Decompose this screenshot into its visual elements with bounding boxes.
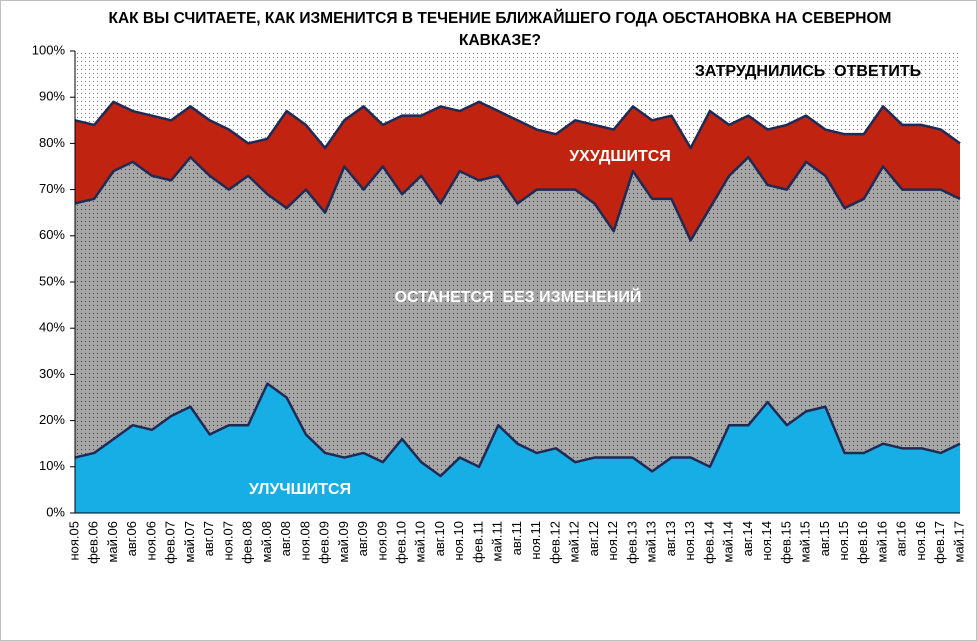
x-tick-label: фев.15: [778, 521, 793, 564]
x-tick-label: май.12: [567, 521, 582, 563]
x-tick-label: фев.08: [240, 521, 255, 564]
x-tick-label: ноя.13: [682, 521, 697, 561]
y-tick-label: 100%: [32, 42, 66, 57]
y-tick-label: 30%: [39, 366, 65, 381]
y-tick-label: 40%: [39, 320, 65, 335]
x-tick-label: ноя.09: [374, 521, 389, 561]
x-tick-label: ноя.07: [220, 521, 235, 561]
x-tick-label: фев.11: [470, 521, 485, 563]
x-tick-label: фев.07: [163, 521, 178, 564]
x-tick-label: май.16: [874, 521, 889, 563]
y-tick-label: 20%: [39, 412, 65, 427]
x-tick-label: май.09: [336, 521, 351, 563]
x-tick-label: фев.14: [701, 521, 716, 564]
series-label: ЗАТРУДНИЛИСЬ ОТВЕТИТЬ: [695, 63, 921, 80]
x-tick-label: ноя.15: [836, 521, 851, 561]
x-tick-label: ноя.05: [66, 521, 81, 561]
x-tick-label: ноя.11: [528, 521, 543, 560]
x-tick-label: май.06: [105, 521, 120, 563]
x-tick-label: фев.17: [932, 521, 947, 564]
series-label: УЛУЧШИТСЯ: [249, 481, 351, 498]
x-tick-label: авг.06: [124, 521, 139, 556]
y-tick-label: 90%: [39, 89, 65, 104]
y-tick-label: 50%: [39, 273, 65, 288]
area-outline: [74, 382, 961, 478]
y-tick-label: 10%: [39, 458, 65, 473]
x-tick-label: ноя.06: [143, 521, 158, 561]
x-tick-label: май.15: [798, 521, 813, 563]
x-tick-label: авг.08: [278, 521, 293, 556]
x-tick-label: фев.06: [86, 521, 101, 564]
area: [75, 101, 960, 241]
x-tick-label: фев.12: [547, 521, 562, 564]
y-tick-label: 80%: [39, 135, 65, 150]
y-tick-label: 60%: [39, 227, 65, 242]
x-tick-label: авг.10: [432, 521, 447, 556]
area-outline: [74, 100, 961, 150]
x-tick-label: авг.14: [740, 521, 755, 556]
x-tick-label: авг.11: [509, 521, 524, 555]
x-tick-label: авг.13: [663, 521, 678, 556]
x-tick-label: авг.12: [586, 521, 601, 556]
x-tick-label: май.13: [644, 521, 659, 563]
y-tick-label: 0%: [46, 504, 65, 519]
x-tick-label: фев.16: [855, 521, 870, 564]
series-label: ОСТАНЕТСЯ БЕЗ ИЗМЕНЕНИЙ: [395, 287, 642, 306]
x-tick-label: май.11: [490, 521, 505, 562]
x-tick-label: май.14: [721, 521, 736, 563]
x-tick-label: фев.13: [624, 521, 639, 564]
x-tick-label: май.10: [413, 521, 428, 563]
x-tick-label: май.17: [951, 521, 966, 563]
x-tick-label: май.07: [182, 521, 197, 563]
area: [75, 157, 960, 477]
area: [75, 51, 960, 149]
x-tick-label: ноя.12: [605, 521, 620, 561]
x-tick-label: авг.16: [894, 521, 909, 556]
x-tick-label: май.08: [259, 521, 274, 563]
x-tick-label: фев.09: [317, 521, 332, 564]
x-tick-label: авг.09: [355, 521, 370, 556]
y-tick-label: 70%: [39, 181, 65, 196]
x-tick-label: фев.10: [394, 521, 409, 564]
x-tick-label: ноя.16: [913, 521, 928, 561]
series-label: УХУДШИТСЯ: [569, 148, 671, 165]
chart-title: КАК ВЫ СЧИТАЕТЕ, КАК ИЗМЕНИТСЯ В ТЕЧЕНИЕ…: [108, 10, 892, 49]
x-tick-label: ноя.14: [759, 521, 774, 561]
x-tick-label: ноя.08: [297, 521, 312, 561]
x-tick-label: авг.07: [201, 521, 216, 556]
x-tick-label: ноя.10: [451, 521, 466, 561]
area-outline: [74, 156, 961, 242]
x-tick-label: авг.15: [817, 521, 832, 556]
